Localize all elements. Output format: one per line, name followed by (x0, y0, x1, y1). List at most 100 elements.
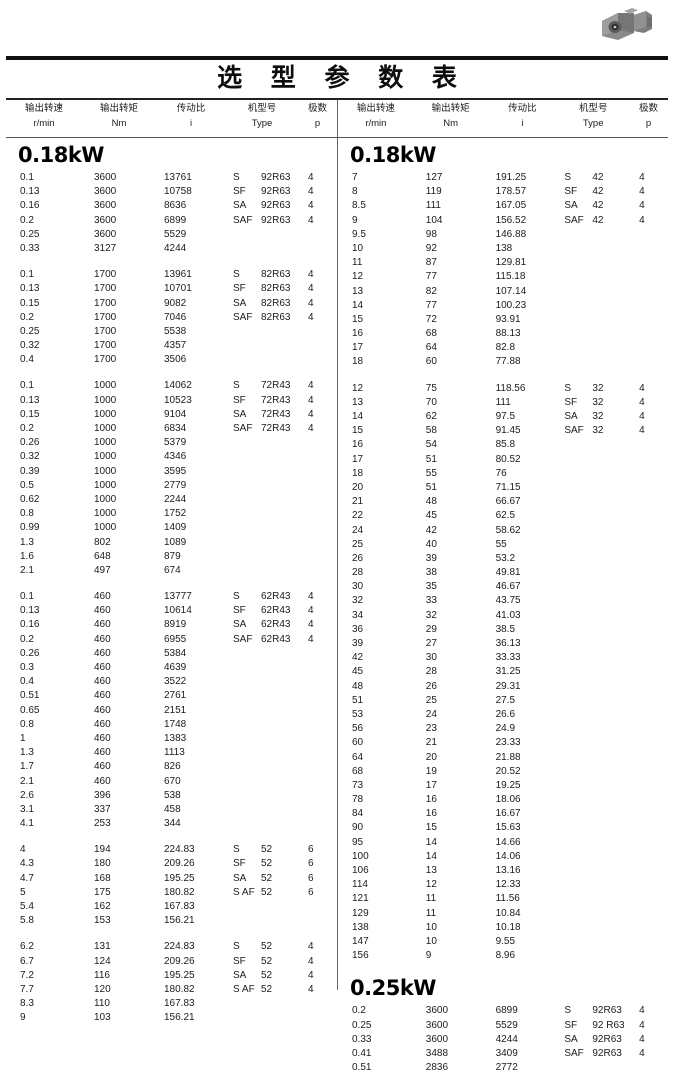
cell-type: SF 82R63 (226, 282, 298, 296)
cell-type: SA 72R43 (226, 408, 298, 422)
table-row: 7 127 191.25 S 42 4 (338, 171, 668, 185)
table-row: 95 14 14.66 (338, 836, 668, 850)
table-row: 13 70 111 SF 32 4 (338, 396, 668, 410)
cell-output-speed: 3.1 (20, 803, 34, 815)
cell-output-speed: 12 (352, 271, 364, 283)
cell-poles: 4 (308, 394, 314, 406)
cell-type-size: 42 (592, 172, 604, 183)
table-row: 0.99 1000 1409 (6, 521, 337, 535)
cell-output-speed: 15 (352, 313, 364, 325)
cell-output-torque: 38 (425, 567, 437, 579)
cell-output-speed: 4.7 (20, 872, 34, 884)
cell-output-speed: 1.3 (20, 536, 34, 548)
table-row: 0.62 1000 2244 (6, 493, 337, 507)
cell-ratio: 10.18 (495, 921, 521, 933)
cell-ratio: 1752 (164, 508, 187, 520)
cell-type-size: 92R63 (592, 1033, 622, 1045)
cell-output-torque: 3600 (94, 214, 117, 226)
cell-ratio: 10701 (164, 283, 192, 295)
cell-type-prefix: S (233, 941, 240, 953)
cell-ratio: 2772 (495, 1062, 518, 1074)
table-row: 0.1 1700 13961 S 82R63 4 (6, 268, 337, 282)
cell-ratio: 1383 (164, 732, 187, 744)
cell-ratio: 53.2 (495, 552, 516, 564)
table-row: 10 92 138 (338, 242, 668, 256)
header-output-speed-cn: 输出转速 (356, 103, 395, 114)
cell-type-prefix: SF (233, 605, 246, 617)
cell-type: SA 32 (557, 410, 629, 424)
cell-ratio: 49.81 (495, 567, 521, 579)
table-row: 0.65 460 2151 (6, 704, 337, 718)
cell-ratio: 10523 (164, 394, 192, 406)
cell-ratio: 38.5 (495, 623, 516, 635)
header-ratio-cn: 传动比 (508, 103, 537, 114)
table-header-right: 输出转速 r/min 输出转矩 Nm 传动比 i 机型号 Type 极数 p (337, 100, 668, 137)
cell-output-torque: 3600 (94, 172, 117, 183)
table-row: 39 27 36.13 (338, 637, 668, 651)
cell-output-speed: 0.99 (20, 522, 40, 534)
cell-output-torque: 460 (94, 619, 111, 631)
cell-output-torque: 12 (425, 879, 437, 891)
cell-poles: 4 (308, 633, 314, 645)
cell-type-size: 72R43 (261, 408, 291, 420)
header-ratio-cn: 传动比 (176, 103, 206, 114)
cell-output-speed: 6.2 (20, 941, 34, 953)
header-output-torque-cn: 输出转矩 (431, 103, 470, 114)
cell-output-torque: 54 (425, 439, 437, 451)
cell-ratio: 66.67 (495, 496, 521, 508)
cell-poles: 4 (308, 941, 314, 953)
cell-ratio: 178.57 (495, 186, 527, 198)
cell-type-size: 92 R63 (592, 1019, 625, 1031)
cell-output-torque: 16 (425, 808, 437, 820)
cell-poles: 4 (639, 411, 645, 422)
cell-type: S 32 (557, 382, 629, 396)
cell-type-prefix: SAF (564, 214, 584, 226)
cell-poles: 4 (308, 283, 314, 295)
cell-output-torque: 648 (94, 550, 111, 562)
cell-type-prefix: SF (564, 1019, 578, 1031)
table-row: 14 77 100.23 (338, 299, 668, 313)
table-row: 0.13 460 10614 SF 62R43 4 (6, 604, 337, 618)
cell-output-speed: 0.15 (20, 297, 40, 309)
cell-type: S 62R43 (226, 590, 298, 604)
table-row: 0.1 1000 14062 S 72R43 4 (6, 379, 337, 393)
cell-ratio: 146.88 (495, 228, 527, 240)
cell-type: SAF 42 (557, 214, 629, 228)
cell-output-torque: 3600 (425, 1005, 449, 1017)
cell-ratio: 3506 (164, 354, 187, 366)
cell-ratio: 5379 (164, 437, 187, 449)
cell-ratio: 91.45 (495, 425, 521, 437)
table-row: 1.3 460 1113 (6, 746, 337, 760)
cell-type: SF 32 (557, 396, 629, 410)
cell-type-size: 42 (592, 200, 604, 212)
cell-ratio: 3522 (164, 676, 187, 688)
cell-type-size: 92R63 (261, 200, 291, 212)
table-row: 32 33 43.75 (338, 594, 668, 608)
cell-output-torque: 104 (425, 214, 443, 226)
cell-output-speed: 4.3 (20, 858, 34, 870)
cell-ratio: 1409 (164, 522, 187, 534)
cell-poles: 4 (308, 969, 314, 981)
cell-type-size: 52 (261, 844, 273, 856)
cell-output-speed: 0.65 (20, 704, 40, 716)
cell-output-torque: 23 (425, 723, 437, 735)
cell-poles: 4 (308, 186, 314, 198)
cell-type-size: 92R63 (592, 1005, 622, 1017)
cell-output-speed: 13 (352, 396, 364, 408)
cell-type: S 52 (226, 843, 298, 857)
cell-type-size: 82R63 (261, 297, 291, 309)
table-row: 26 39 53.2 (338, 552, 668, 566)
cell-output-torque: 98 (425, 228, 437, 240)
cell-output-torque: 68 (425, 328, 437, 340)
cell-ratio: 195.25 (164, 969, 195, 981)
cell-ratio: 115.18 (495, 271, 526, 283)
table-row: 17 51 80.52 (338, 453, 668, 467)
table-row: 0.13 3600 10758 SF 92R63 4 (6, 185, 337, 199)
cell-ratio: 138 (495, 242, 513, 254)
cell-output-speed: 2.6 (20, 789, 34, 801)
cell-ratio: 19.25 (495, 779, 521, 791)
cell-output-speed: 0.2 (20, 214, 34, 226)
table-row: 0.26 1000 5379 (6, 436, 337, 450)
cell-output-torque: 11 (425, 907, 437, 919)
cell-type-size: 72R43 (261, 380, 291, 392)
